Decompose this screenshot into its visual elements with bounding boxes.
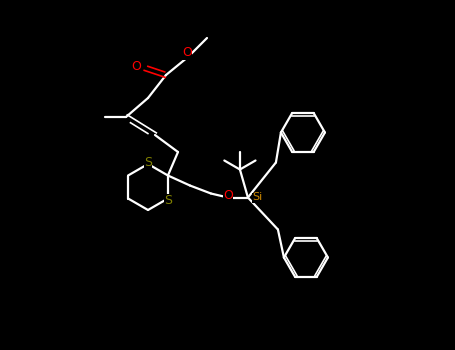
Text: Si: Si	[252, 193, 262, 203]
Text: O: O	[223, 189, 233, 202]
Text: S: S	[164, 194, 172, 207]
Text: S: S	[144, 155, 152, 168]
Text: O: O	[131, 60, 141, 72]
Text: O: O	[182, 47, 192, 60]
